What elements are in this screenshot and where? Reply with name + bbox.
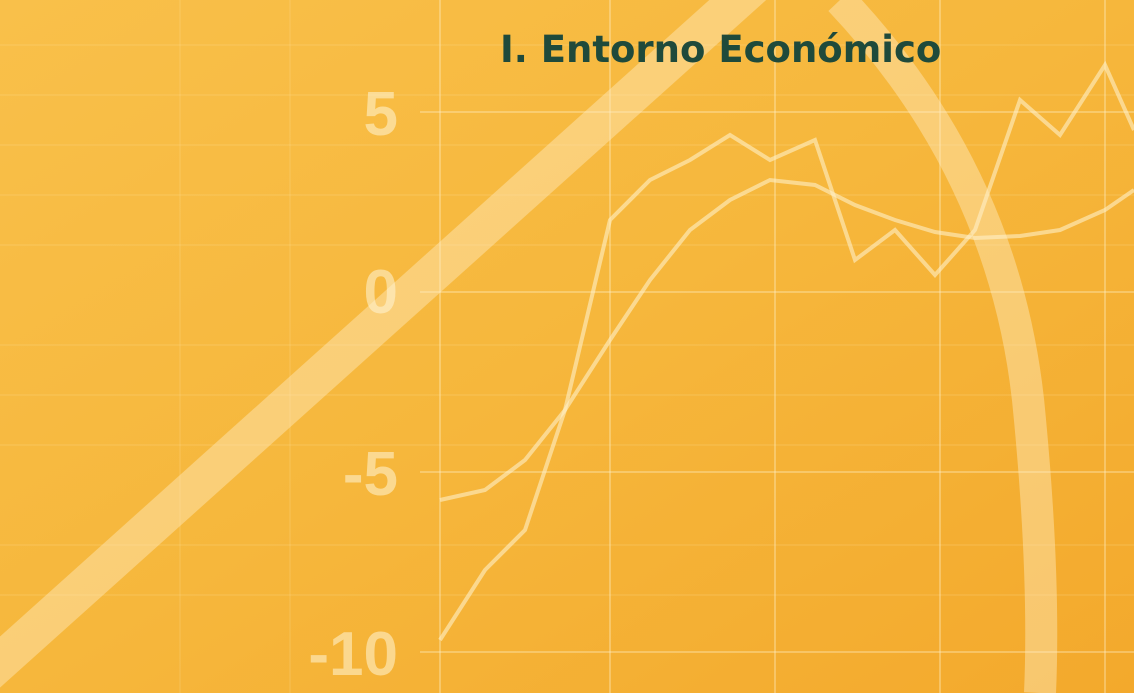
title: I. Entorno Económico <box>500 28 941 71</box>
line-a <box>438 60 1134 642</box>
axis-label: -5 <box>343 440 398 509</box>
line-b <box>439 177 1134 502</box>
grid <box>420 0 1134 693</box>
axis-label: -10 <box>308 620 398 689</box>
arc-band <box>828 0 1058 693</box>
axis-label: 5 <box>364 80 398 149</box>
axis-label: 0 <box>364 258 398 327</box>
diagonal-band <box>0 0 767 688</box>
